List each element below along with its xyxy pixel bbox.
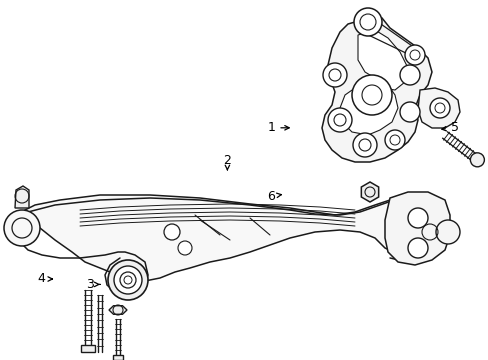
Text: 5: 5 <box>441 121 458 134</box>
Circle shape <box>399 65 419 85</box>
Circle shape <box>323 63 346 87</box>
Polygon shape <box>15 186 29 208</box>
Polygon shape <box>361 182 378 202</box>
Circle shape <box>353 8 381 36</box>
Circle shape <box>178 241 192 255</box>
Circle shape <box>407 208 427 228</box>
Circle shape <box>351 75 391 115</box>
Circle shape <box>163 224 180 240</box>
Polygon shape <box>339 30 407 135</box>
Polygon shape <box>25 195 444 282</box>
Polygon shape <box>417 88 459 128</box>
Polygon shape <box>321 15 431 162</box>
Circle shape <box>399 102 419 122</box>
Circle shape <box>327 108 351 132</box>
Text: 3: 3 <box>86 278 100 291</box>
Text: 6: 6 <box>267 190 281 203</box>
Polygon shape <box>109 306 127 314</box>
Circle shape <box>108 260 148 300</box>
Circle shape <box>429 98 449 118</box>
Circle shape <box>435 220 459 244</box>
Text: 4: 4 <box>38 273 52 285</box>
Text: 2: 2 <box>223 154 231 170</box>
Circle shape <box>469 153 484 167</box>
Text: 1: 1 <box>267 121 288 134</box>
Circle shape <box>4 210 40 246</box>
Circle shape <box>384 130 404 150</box>
Polygon shape <box>113 355 123 360</box>
Circle shape <box>114 266 142 294</box>
Circle shape <box>352 133 376 157</box>
Polygon shape <box>81 345 95 352</box>
Circle shape <box>407 238 427 258</box>
Circle shape <box>404 45 424 65</box>
Polygon shape <box>384 192 449 265</box>
